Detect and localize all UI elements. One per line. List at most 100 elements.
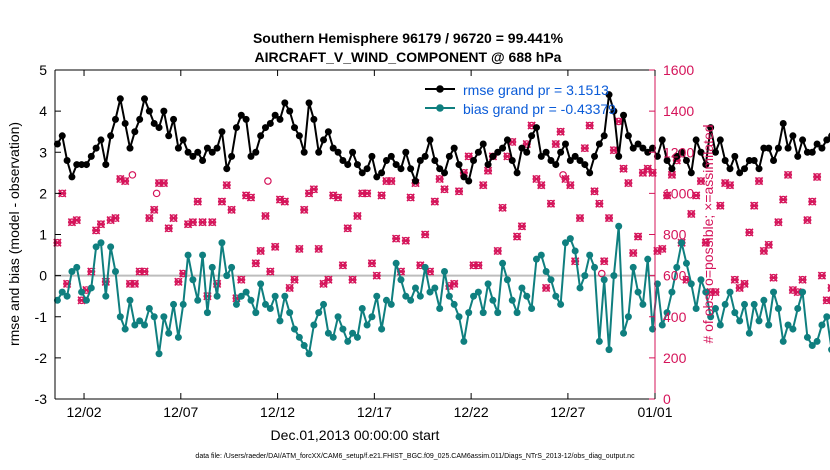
rmse-point <box>155 124 163 132</box>
rmse-point <box>411 177 419 185</box>
obs-possible-marker <box>247 193 255 202</box>
obs-possible-marker <box>402 236 410 245</box>
y2-axis-label: # of obs: o=possible; ×=assimilated <box>700 124 716 343</box>
rmse-point <box>97 136 105 144</box>
rmse-point <box>765 144 773 152</box>
rmse-point <box>600 132 608 140</box>
obs-possible-marker <box>721 179 729 187</box>
rmse-point <box>586 169 594 177</box>
obs-possible-marker <box>310 185 318 194</box>
bias-point <box>286 309 294 317</box>
bias-point <box>629 263 637 271</box>
rmse-point <box>620 111 628 119</box>
rmse-point <box>682 156 690 164</box>
obs-possible-marker <box>106 216 115 224</box>
legend-rmse-label: rmse grand pr = 3.1513 <box>463 82 609 98</box>
bias-point <box>789 325 797 333</box>
bias-point <box>266 305 274 313</box>
rmse-point <box>194 148 202 156</box>
bias-point <box>484 280 492 288</box>
rmse-point <box>378 169 386 177</box>
obs-possible-marker <box>745 228 754 237</box>
obs-possible-marker <box>305 189 313 198</box>
obs-possible-marker <box>135 267 144 276</box>
bias-point <box>126 296 134 304</box>
y2-tick-label: 1400 <box>663 103 694 119</box>
rmse-point <box>421 152 429 160</box>
bias-point <box>663 309 671 317</box>
legend-bias-marker <box>436 104 444 112</box>
bias-point <box>513 309 521 317</box>
bias-point <box>111 268 119 276</box>
obs-possible-marker <box>561 175 570 183</box>
obs-possible-marker <box>160 179 168 187</box>
y-axis-label: rmse and bias (model - observation) <box>6 122 22 346</box>
obs-possible-marker <box>169 214 178 222</box>
rmse-point <box>165 132 173 140</box>
rmse-point <box>784 144 792 152</box>
rmse-point <box>658 136 666 144</box>
bias-point <box>653 280 661 288</box>
rmse-point <box>639 144 647 152</box>
obs-possible-marker <box>358 189 367 198</box>
obs-possible-marker <box>597 269 606 278</box>
obs-possible-marker <box>716 201 725 210</box>
rmse-point <box>78 161 86 169</box>
bias-point <box>257 280 265 288</box>
obs-possible-marker <box>363 189 371 198</box>
bias-point <box>82 296 90 304</box>
bias-point <box>489 296 497 304</box>
rmse-point <box>479 140 487 148</box>
obs-possible-marker <box>140 267 149 276</box>
obs-possible-marker <box>102 277 110 286</box>
rmse-point <box>310 115 318 123</box>
obs-possible-marker <box>513 232 521 241</box>
bias-point <box>528 305 536 313</box>
rmse-point <box>470 156 478 164</box>
rmse-point <box>702 161 710 169</box>
y2-tick-label: 0 <box>663 391 671 407</box>
bias-point <box>494 309 502 317</box>
rmse-point <box>402 148 410 156</box>
rmse-point <box>286 107 294 115</box>
obs-possible-marker <box>769 273 778 282</box>
rmse-point <box>460 173 468 181</box>
rmse-point <box>513 169 521 177</box>
x-tick-label: 12/22 <box>454 404 489 420</box>
bias-point <box>726 288 734 296</box>
obs-possible-marker <box>590 187 599 196</box>
obs-possible-marker <box>111 214 120 222</box>
rmse-point <box>131 128 139 136</box>
rmse-point <box>179 136 187 144</box>
obs-possible-marker <box>184 220 192 229</box>
rmse-point <box>208 148 216 156</box>
obs-possible-marker <box>440 185 449 194</box>
rmse-point <box>528 132 536 140</box>
obs-possible-marker <box>276 195 284 204</box>
y-tick-label: -3 <box>35 391 48 407</box>
bias-point <box>808 342 816 350</box>
rmse-point <box>552 161 560 169</box>
rmse-point <box>465 177 473 185</box>
obs-possible-marker <box>808 197 817 206</box>
bias-point <box>102 292 110 300</box>
x-tick-label: 01/01 <box>637 404 672 420</box>
rmse-point <box>799 136 807 144</box>
obs-possible-marker <box>145 214 154 222</box>
rmse-point <box>102 161 110 169</box>
rmse-point <box>750 156 758 164</box>
rmse-point <box>223 165 231 173</box>
bias-point <box>561 239 569 247</box>
bias-point <box>678 239 686 247</box>
bias-point <box>281 292 289 300</box>
rmse-point <box>649 144 657 152</box>
obs-possible-marker <box>131 280 139 288</box>
obs-possible-marker <box>387 177 396 185</box>
bias-point <box>760 296 768 304</box>
rmse-point <box>320 136 328 144</box>
rmse-point <box>82 161 90 169</box>
bias-point <box>252 309 260 317</box>
obs-possible-marker <box>559 171 567 179</box>
bias-point <box>426 288 434 296</box>
obs-possible-marker <box>290 275 299 284</box>
